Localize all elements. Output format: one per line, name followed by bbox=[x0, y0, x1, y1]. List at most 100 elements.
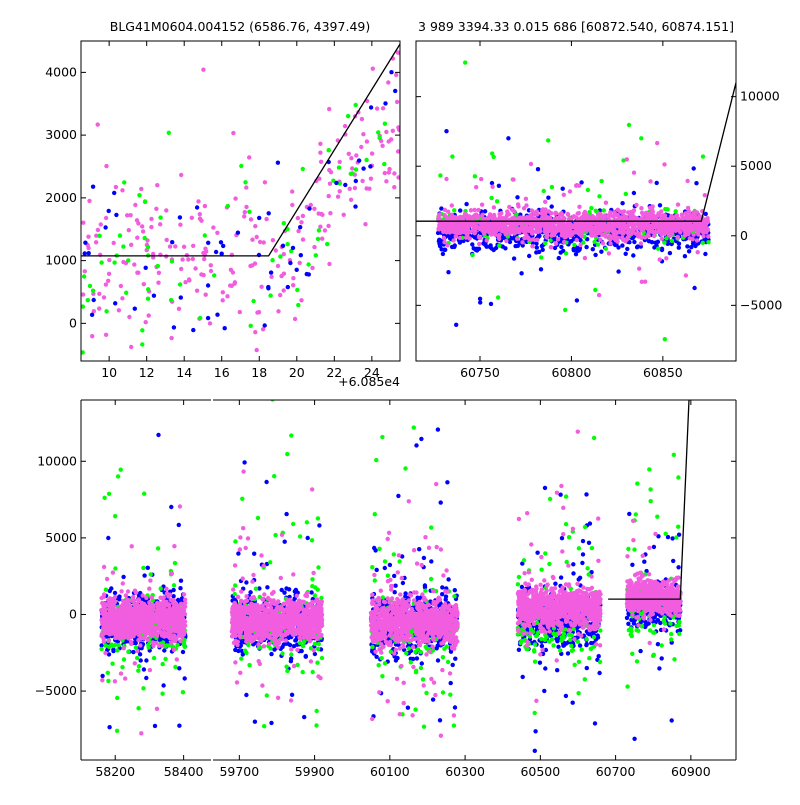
data-point bbox=[131, 650, 135, 654]
data-point bbox=[316, 237, 320, 241]
data-point bbox=[561, 187, 565, 191]
data-point bbox=[350, 166, 354, 170]
data-point bbox=[550, 204, 554, 208]
data-point bbox=[209, 269, 213, 273]
data-point bbox=[156, 281, 160, 285]
data-point bbox=[155, 183, 159, 187]
data-point bbox=[419, 437, 423, 441]
data-point bbox=[337, 165, 341, 169]
data-point bbox=[703, 252, 707, 256]
data-point bbox=[296, 229, 300, 233]
data-point bbox=[560, 536, 564, 540]
zoom-left-xtick-label: 20 bbox=[289, 365, 305, 380]
data-point bbox=[162, 648, 166, 652]
data-point bbox=[389, 137, 393, 141]
data-point bbox=[652, 545, 656, 549]
data-point bbox=[302, 715, 306, 719]
data-point bbox=[314, 253, 318, 257]
data-point bbox=[132, 262, 136, 266]
data-point bbox=[706, 240, 710, 244]
data-point bbox=[623, 226, 627, 230]
data-point bbox=[547, 215, 551, 219]
data-point bbox=[577, 577, 581, 581]
data-point bbox=[569, 218, 573, 222]
data-point bbox=[81, 292, 85, 296]
data-point bbox=[158, 222, 162, 226]
data-point bbox=[463, 60, 467, 64]
data-point bbox=[160, 692, 164, 696]
data-point bbox=[656, 642, 660, 646]
data-point bbox=[221, 290, 225, 294]
data-point bbox=[220, 252, 224, 256]
data-point bbox=[172, 583, 176, 587]
data-point bbox=[539, 267, 543, 271]
data-point bbox=[374, 655, 378, 659]
data-point bbox=[375, 568, 379, 572]
data-point bbox=[584, 492, 588, 496]
data-point bbox=[279, 274, 283, 278]
data-point bbox=[269, 270, 273, 274]
data-point bbox=[221, 298, 225, 302]
data-point bbox=[593, 288, 597, 292]
data-point bbox=[253, 224, 257, 228]
data-point bbox=[621, 232, 625, 236]
data-point bbox=[562, 193, 566, 197]
data-point bbox=[476, 208, 480, 212]
zoom-right-ytick-label: 10000 bbox=[740, 89, 780, 104]
data-point bbox=[448, 227, 452, 231]
data-point bbox=[136, 706, 140, 710]
data-point bbox=[255, 348, 259, 352]
data-point bbox=[243, 180, 247, 184]
data-point bbox=[685, 244, 689, 248]
data-point bbox=[97, 306, 101, 310]
data-point bbox=[146, 297, 150, 301]
data-point bbox=[488, 224, 492, 228]
data-point bbox=[662, 213, 666, 217]
data-point bbox=[542, 689, 546, 693]
data-point bbox=[127, 315, 131, 319]
data-point bbox=[643, 235, 647, 239]
data-point bbox=[288, 261, 292, 265]
data-point bbox=[440, 585, 444, 589]
data-point bbox=[593, 222, 597, 226]
data-point bbox=[581, 552, 585, 556]
data-point bbox=[549, 245, 553, 249]
data-point bbox=[480, 203, 484, 207]
data-point bbox=[512, 256, 516, 260]
data-point bbox=[104, 309, 108, 313]
data-point bbox=[562, 240, 566, 244]
data-point bbox=[100, 674, 104, 678]
data-point bbox=[535, 551, 539, 555]
data-point bbox=[692, 213, 696, 217]
data-point bbox=[178, 223, 182, 227]
data-point bbox=[361, 166, 365, 170]
data-point bbox=[141, 686, 145, 690]
data-point bbox=[490, 181, 494, 185]
data-point bbox=[660, 237, 664, 241]
data-point bbox=[368, 164, 372, 168]
data-point bbox=[676, 235, 680, 239]
data-point bbox=[593, 253, 597, 257]
data-point bbox=[415, 656, 419, 660]
data-point bbox=[558, 212, 562, 216]
data-point bbox=[536, 167, 540, 171]
data-point bbox=[336, 195, 340, 199]
data-point bbox=[183, 280, 187, 284]
data-point bbox=[133, 307, 137, 311]
data-point bbox=[642, 560, 646, 564]
data-point bbox=[83, 241, 87, 245]
data-point bbox=[87, 199, 91, 203]
data-point bbox=[652, 216, 656, 220]
data-point bbox=[470, 253, 474, 257]
data-point bbox=[668, 251, 672, 255]
data-point bbox=[257, 216, 261, 220]
data-point bbox=[243, 210, 247, 214]
data-point bbox=[704, 220, 708, 224]
data-point bbox=[120, 296, 124, 300]
data-point bbox=[705, 216, 709, 220]
data-point bbox=[161, 683, 165, 687]
data-point bbox=[201, 68, 205, 72]
data-point bbox=[639, 136, 643, 140]
data-point bbox=[117, 597, 121, 601]
